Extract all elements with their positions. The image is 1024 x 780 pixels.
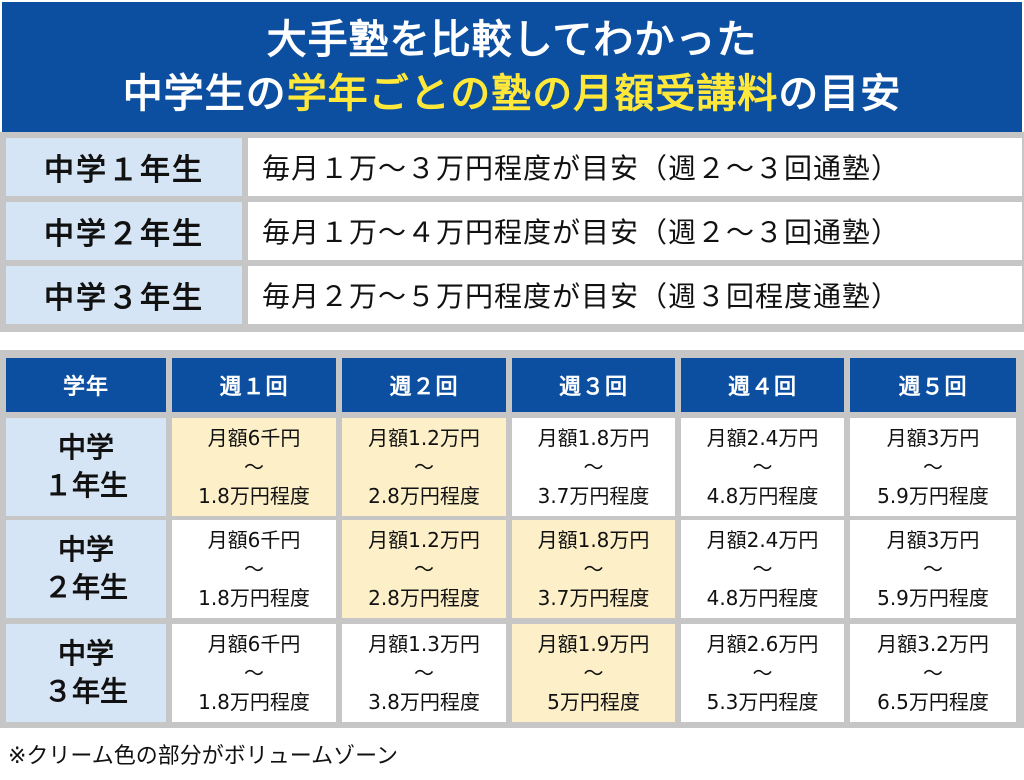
fee-cell: 月額6千円 ～ 1.8万円程度 — [172, 624, 336, 722]
fee-cell: 月額3.2万円 ～ 6.5万円程度 — [850, 624, 1016, 722]
fee-cell: 月額2.6万円 ～ 5.3万円程度 — [681, 624, 844, 722]
footnote: ※クリーム色の部分がボリュームゾーン — [8, 744, 399, 769]
fee-bottom: 1.8万円程度 — [198, 483, 310, 508]
header-frequency: 週５回 — [850, 358, 1016, 412]
fee-top: 月額2.6万円 — [706, 631, 819, 656]
fee-top: 月額2.4万円 — [706, 527, 819, 552]
header-frequency: 週２回 — [342, 358, 506, 412]
summary-row: 中学１年生 毎月１万～３万円程度が目安（週２～３回通塾） — [6, 138, 1022, 196]
fee-cell: 月額1.3万円 ～ 3.8万円程度 — [342, 624, 506, 722]
fee-bottom: 4.8万円程度 — [706, 483, 819, 508]
summary-value: 毎月１万～３万円程度が目安（週２～３回通塾） — [248, 138, 1022, 196]
fee-mid: ～ — [414, 454, 434, 479]
title-line-1: 大手塾を比較してわかった — [266, 17, 758, 63]
fee-cell-volume-zone: 月額6千円 ～ 1.8万円程度 — [172, 418, 336, 516]
fee-mid: ～ — [583, 660, 604, 685]
fee-top: 月額3万円 — [886, 425, 980, 450]
header-frequency: 週１回 — [172, 358, 336, 412]
fee-top: 月額1.2万円 — [368, 527, 480, 552]
title-line-2: 中学生の学年ごとの塾の月額受講料の目安 — [123, 67, 902, 121]
summary-value: 毎月１万～４万円程度が目安（週２～３回通塾） — [248, 202, 1022, 260]
fee-top: 月額3.2万円 — [877, 631, 989, 656]
summary-row: 中学２年生 毎月１万～４万円程度が目安（週２～３回通塾） — [6, 202, 1022, 260]
summary-row: 中学３年生 毎月２万～５万円程度が目安（週３回程度通塾） — [6, 266, 1022, 324]
fee-cell: 月額2.4万円 ～ 4.8万円程度 — [681, 418, 844, 516]
grade-top: 中学 — [57, 637, 114, 670]
summary-grade-label: 中学３年生 — [6, 266, 242, 324]
fee-cell-volume-zone: 月額1.8万円 ～ 3.7万円程度 — [512, 520, 675, 618]
header-frequency: 週３回 — [512, 358, 675, 412]
fee-bottom: 1.8万円程度 — [198, 689, 310, 714]
fee-top: 月額1.8万円 — [537, 527, 650, 552]
fee-mid: ～ — [244, 454, 264, 479]
fee-bottom: 3.8万円程度 — [368, 689, 480, 714]
fee-cell-volume-zone: 月額1.9万円 ～ 5万円程度 — [512, 624, 675, 722]
fee-mid: ～ — [752, 660, 773, 685]
fee-top: 月額6千円 — [207, 631, 301, 656]
fee-mid: ～ — [414, 556, 434, 581]
fee-cell-volume-zone: 月額1.2万円 ～ 2.8万円程度 — [342, 418, 506, 516]
grade-top: 中学 — [57, 533, 114, 566]
title-suffix: の目安 — [778, 71, 902, 117]
grade-bottom: ３年生 — [43, 675, 128, 708]
fee-bottom: 5.9万円程度 — [877, 585, 989, 610]
fee-bottom: 4.8万円程度 — [706, 585, 819, 610]
header-grade: 学年 — [6, 358, 166, 412]
fee-top: 月額1.8万円 — [537, 425, 650, 450]
grade-bottom: １年生 — [43, 469, 128, 502]
summary-value: 毎月２万～５万円程度が目安（週３回程度通塾） — [248, 266, 1022, 324]
fee-bottom: 2.8万円程度 — [368, 483, 480, 508]
fee-mid: ～ — [244, 556, 264, 581]
fee-bottom: 5.3万円程度 — [706, 689, 819, 714]
grade-top: 中学 — [57, 431, 114, 464]
fee-cell: 月額1.8万円 ～ 3.7万円程度 — [512, 418, 675, 516]
fee-top: 月額1.2万円 — [368, 425, 480, 450]
fee-top: 月額2.4万円 — [706, 425, 819, 450]
fee-top: 月額6千円 — [207, 425, 301, 450]
title-prefix: 中学生の — [122, 71, 287, 117]
fee-bottom: 3.7万円程度 — [537, 483, 650, 508]
fee-bottom: 1.8万円程度 — [198, 585, 310, 610]
fee-cell: 月額2.4万円 ～ 4.8万円程度 — [681, 520, 844, 618]
fee-top: 月額3万円 — [886, 527, 980, 552]
fee-top: 月額1.9万円 — [537, 631, 650, 656]
fee-mid: ～ — [583, 556, 604, 581]
fee-cell: 月額6千円 ～ 1.8万円程度 — [172, 520, 336, 618]
header-frequency: 週４回 — [681, 358, 844, 412]
fee-cell-volume-zone: 月額1.2万円 ～ 2.8万円程度 — [342, 520, 506, 618]
title-banner: 大手塾を比較してわかった 中学生の学年ごとの塾の月額受講料の目安 — [2, 2, 1022, 132]
summary-grade-label: 中学１年生 — [6, 138, 242, 196]
fee-mid: ～ — [752, 454, 773, 479]
fee-mid: ～ — [923, 556, 943, 581]
fee-bottom: 2.8万円程度 — [368, 585, 480, 610]
fee-mid: ～ — [923, 660, 943, 685]
fee-bottom: 5.9万円程度 — [877, 483, 989, 508]
row-grade-label: 中学 ３年生 — [6, 624, 166, 722]
title-highlight: 学年ごとの塾の月額受講料 — [286, 71, 779, 117]
fee-mid: ～ — [414, 660, 434, 685]
fee-table: 学年 週１回 週２回 週３回 週４回 週５回 中学 １年生 月額6千円～ 1.8万円程度 月額1.2… — [0, 350, 1024, 728]
fee-bottom: 3.7万円程度 — [537, 585, 650, 610]
fee-mid: ～ — [752, 556, 773, 581]
fee-mid: ～ — [583, 454, 604, 479]
summary-table: 中学１年生 毎月１万～３万円程度が目安（週２～３回通塾） 中学２年生 毎月１万～… — [0, 132, 1024, 332]
fee-bottom: 5万円程度 — [547, 689, 640, 714]
row-grade-label: 中学 ２年生 — [6, 520, 166, 618]
summary-grade-label: 中学２年生 — [6, 202, 242, 260]
grade-bottom: ２年生 — [43, 571, 128, 604]
fee-mid: ～ — [923, 454, 943, 479]
fee-cell: 月額3万円 ～ 5.9万円程度 — [850, 520, 1016, 618]
fee-bottom: 6.5万円程度 — [877, 689, 989, 714]
fee-top: 月額1.3万円 — [368, 631, 480, 656]
row-grade-label: 中学 １年生 — [6, 418, 166, 516]
fee-top: 月額6千円 — [207, 527, 301, 552]
fee-mid: ～ — [244, 660, 264, 685]
fee-cell: 月額3万円 ～ 5.9万円程度 — [850, 418, 1016, 516]
